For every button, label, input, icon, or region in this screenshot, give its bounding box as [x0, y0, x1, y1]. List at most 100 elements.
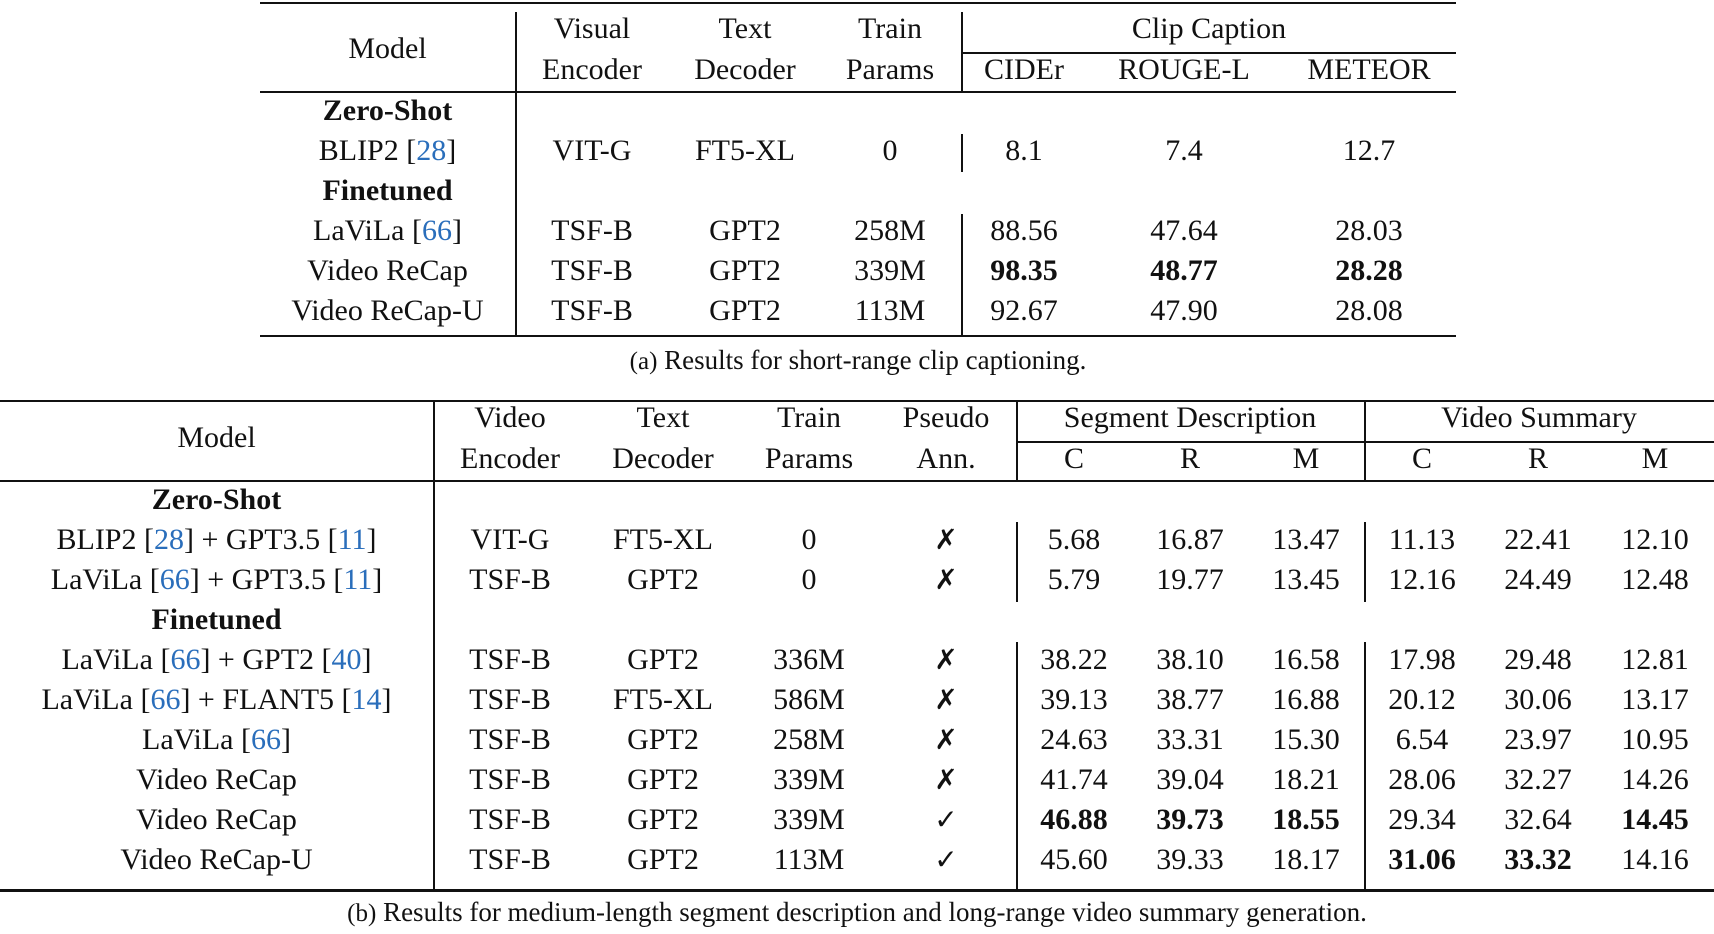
table-b-vrule-seg-finetuned	[1016, 642, 1018, 889]
table-b-cell-decoder: FT5-XL	[613, 683, 713, 716]
cross-mark-icon: ✗	[934, 763, 958, 796]
table-b-cell-sum-m: 12.48	[1621, 563, 1689, 596]
table-b-cell-sum-c: 17.98	[1388, 643, 1456, 676]
table-b-cell-params: 339M	[773, 803, 845, 836]
table-b-cell-encoder: TSF-B	[469, 643, 551, 676]
table-b-cell-params: 336M	[773, 643, 845, 676]
table-b-vrule-sum-finetuned	[1364, 642, 1366, 889]
table-b-vrule-sum-zeroshot	[1364, 522, 1366, 602]
table-a-caption: (a) Results for short-range clip caption…	[260, 343, 1456, 379]
table-b-cell-model: LaViLa [66] + FLANT5 [14]	[41, 683, 392, 716]
table-b-cell-sum-m: 10.95	[1621, 723, 1689, 756]
table-b-cell-sum-c: 20.12	[1388, 683, 1456, 716]
table-b-header-rule	[0, 480, 1714, 482]
table-a-cell-cider: 88.56	[990, 214, 1058, 247]
table-a-cell-cider: 8.1	[1005, 134, 1043, 167]
table-b-cell-decoder: GPT2	[627, 763, 699, 796]
table-b-cell-seg-c: 45.60	[1040, 843, 1108, 876]
table-a-header-model: Model	[348, 32, 427, 65]
table-b-header-seg-c: C	[1063, 442, 1084, 475]
table-b-section-finetuned: Finetuned	[151, 603, 282, 636]
table-b-cell-seg-c: 38.22	[1040, 643, 1108, 676]
table-a-vrule-header-metrics	[961, 12, 963, 92]
table-b-header-video-encoder-2: Encoder	[460, 442, 560, 475]
table-b-cell-sum-m: 12.81	[1621, 643, 1689, 676]
table-b-cell-seg-m: 13.47	[1272, 523, 1340, 556]
table-b-cell-sum-c: 29.34	[1388, 803, 1456, 836]
table-a-cell-encoder: VIT-G	[552, 134, 632, 167]
table-a-cell-encoder: TSF-B	[551, 214, 633, 247]
table-b-cell-seg-r: 38.77	[1156, 683, 1224, 716]
table-b-header-train-params-1: Train	[777, 401, 841, 434]
table-b-cell-model: Video ReCap-U	[120, 843, 313, 876]
table-b-cell-seg-r: 19.77	[1156, 563, 1224, 596]
table-b-header-model: Model	[177, 421, 256, 454]
table-a-cell-decoder: GPT2	[709, 214, 781, 247]
table-b-cell-params: 258M	[773, 723, 845, 756]
table-b-header-pseudo-ann-1: Pseudo	[902, 401, 990, 434]
table-b-cell-decoder: GPT2	[627, 643, 699, 676]
cross-mark-icon: ✗	[934, 683, 958, 716]
table-a-cell-decoder: FT5-XL	[695, 134, 795, 167]
table-b-cell-sum-m: 14.16	[1621, 843, 1689, 876]
table-b-vrule-seg-zeroshot	[1016, 522, 1018, 602]
table-b-cell-sum-r: 30.06	[1504, 683, 1572, 716]
table-b-header-text-decoder-2: Decoder	[612, 442, 714, 475]
table-b-cell-seg-m: 18.21	[1272, 763, 1340, 796]
table-b-cell-encoder: TSF-B	[469, 723, 551, 756]
table-b-cell-seg-r: 38.10	[1156, 643, 1224, 676]
table-a-vrule-rows-finetuned	[961, 214, 963, 335]
table-b-cell-encoder: VIT-G	[470, 523, 550, 556]
table-b-cell-seg-c: 46.88	[1040, 803, 1108, 836]
table-a-caption-label: (a)	[629, 348, 658, 375]
table-b-cell-model: BLIP2 [28] + GPT3.5 [11]	[56, 523, 377, 556]
table-b-vrule-model	[433, 402, 435, 889]
table-b-caption: (b) Results for medium-length segment de…	[0, 895, 1714, 931]
table-a-header-rule	[260, 91, 1456, 93]
table-b-caption-label: (b)	[347, 900, 377, 927]
table-b-vrule-seg-header	[1016, 402, 1018, 481]
table-a-group-rule	[962, 52, 1456, 54]
table-a-cell-rouge: 47.64	[1150, 214, 1218, 247]
table-b-header-train-params-2: Params	[764, 442, 854, 475]
table-b-cell-model: LaViLa [66] + GPT2 [40]	[61, 643, 372, 676]
table-b-cell-decoder: GPT2	[627, 803, 699, 836]
table-b-bottom-rule	[0, 889, 1714, 892]
table-b-cell-model: LaViLa [66]	[142, 723, 291, 756]
table-a-cell-meteor: 28.28	[1335, 254, 1403, 287]
table-b-header-pseudo-ann-2: Ann.	[916, 442, 976, 475]
table-b-cell-encoder: TSF-B	[469, 763, 551, 796]
table-a-header-clip-caption: Clip Caption	[1131, 12, 1287, 45]
table-b-header-segment-description: Segment Description	[1063, 401, 1317, 434]
table-b-header-seg-m: M	[1292, 442, 1320, 475]
table-a-cell-params: 113M	[854, 294, 926, 327]
table-b-cell-seg-r: 39.73	[1156, 803, 1224, 836]
check-mark-icon: ✓	[934, 803, 958, 836]
table-b-cell-decoder: GPT2	[627, 563, 699, 596]
table-a-cell-cider: 98.35	[990, 254, 1058, 287]
table-a-cell-encoder: TSF-B	[551, 254, 633, 287]
cross-mark-icon: ✗	[934, 523, 958, 556]
table-b-cell-params: 339M	[773, 763, 845, 796]
table-a-vrule-model	[515, 12, 517, 335]
table-b-vrule-sum-header	[1364, 402, 1366, 481]
table-b-cell-seg-c: 5.79	[1047, 563, 1101, 596]
table-b-cell-sum-c: 31.06	[1388, 843, 1456, 876]
table-a-cell-params: 0	[882, 134, 898, 167]
check-mark-icon: ✓	[934, 843, 958, 876]
table-b-cell-sum-m: 12.10	[1621, 523, 1689, 556]
table-a-cell-meteor: 12.7	[1342, 134, 1396, 167]
table-a-header-train-params-2: Params	[845, 53, 935, 86]
cross-mark-icon: ✗	[934, 563, 958, 596]
table-a-cell-decoder: GPT2	[709, 254, 781, 287]
table-b-cell-decoder: GPT2	[627, 723, 699, 756]
table-a-top-rule	[260, 2, 1456, 4]
table-a-cell-model: Video ReCap-U	[291, 294, 484, 327]
cross-mark-icon: ✗	[934, 723, 958, 756]
table-b-header-text-decoder-1: Text	[636, 401, 690, 434]
table-b-cell-seg-m: 16.88	[1272, 683, 1340, 716]
table-a-header-rouge: ROUGE-L	[1118, 53, 1250, 86]
table-a-header-train-params-1: Train	[858, 12, 922, 45]
table-a-cell-rouge: 48.77	[1150, 254, 1218, 287]
table-b-header-video-summary: Video Summary	[1441, 401, 1637, 434]
